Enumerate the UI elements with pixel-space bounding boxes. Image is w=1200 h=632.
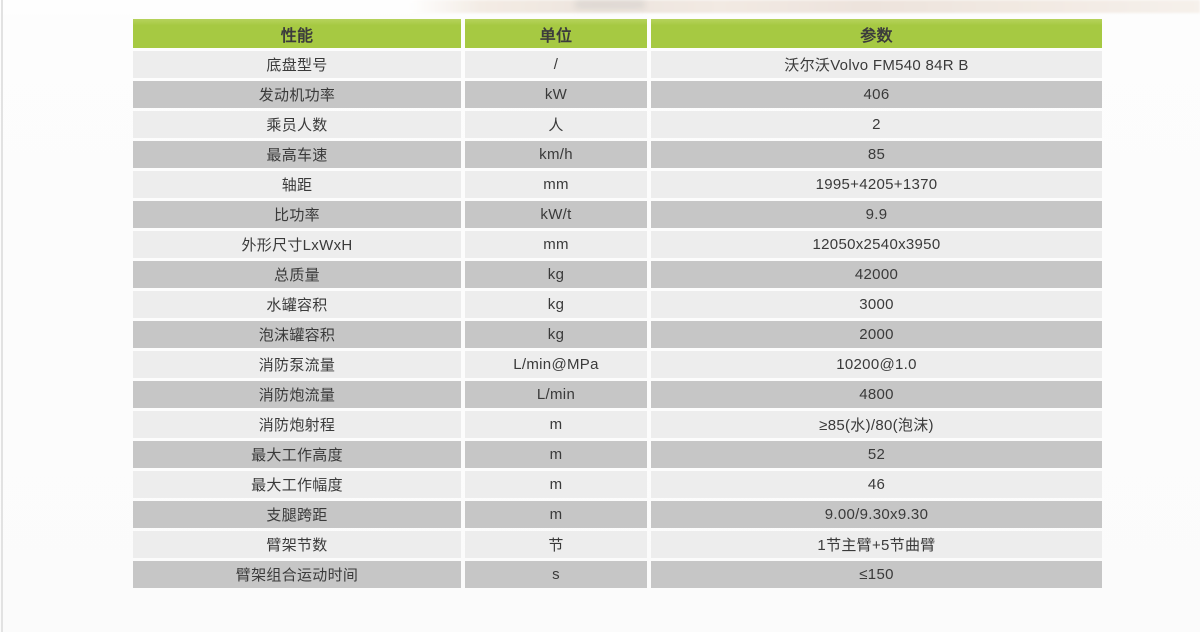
unit-cell: kg [465,291,647,318]
unit-cell: m [465,471,647,498]
specification-table: 性能 单位 参数底盘型号 / 沃尔沃Volvo FM540 84R B 发动机功率 kW 40… [133,19,1102,588]
unit-cell: kg [465,261,647,288]
value-cell: 1995+4205+1370 [651,171,1102,198]
value-cell: 9.9 [651,201,1102,228]
spec-name-cell: 乘员人数 [133,111,461,138]
spec-name-cell: 臂架组合运动时间 [133,561,461,588]
unit-cell: mm [465,231,647,258]
header-cell-parameter: 参数 [651,19,1102,48]
value-cell: 12050x2540x3950 [651,231,1102,258]
header-cell-unit: 单位 [465,19,647,48]
value-cell: 2 [651,111,1102,138]
spec-name-cell: 臂架节数 [133,531,461,558]
spec-name-cell: 最高车速 [133,141,461,168]
value-cell: 42000 [651,261,1102,288]
spec-name-cell: 支腿跨距 [133,501,461,528]
value-cell: 9.00/9.30x9.30 [651,501,1102,528]
spec-name-cell: 总质量 [133,261,461,288]
unit-cell: kg [465,321,647,348]
unit-cell: m [465,411,647,438]
value-cell: 85 [651,141,1102,168]
value-cell: 2000 [651,321,1102,348]
value-cell: 46 [651,471,1102,498]
value-cell: ≥85(水)/80(泡沫) [651,411,1102,438]
unit-cell: m [465,501,647,528]
spec-name-cell: 底盘型号 [133,51,461,78]
spec-name-cell: 最大工作幅度 [133,471,461,498]
unit-cell: km/h [465,141,647,168]
unit-cell: kW/t [465,201,647,228]
cropped-top-image-remnant [0,0,1200,13]
unit-cell: L/min@MPa [465,351,647,378]
value-cell: ≤150 [651,561,1102,588]
value-cell: 406 [651,81,1102,108]
spec-name-cell: 比功率 [133,201,461,228]
value-cell: 52 [651,441,1102,468]
spec-name-cell: 最大工作高度 [133,441,461,468]
spec-name-cell: 消防炮流量 [133,381,461,408]
spec-name-cell: 外形尺寸LxWxH [133,231,461,258]
unit-cell: / [465,51,647,78]
unit-cell: kW [465,81,647,108]
unit-cell: mm [465,171,647,198]
value-cell: 沃尔沃Volvo FM540 84R B [651,51,1102,78]
spec-name-cell: 水罐容积 [133,291,461,318]
spec-name-cell: 消防炮射程 [133,411,461,438]
value-cell: 4800 [651,381,1102,408]
spec-name-cell: 发动机功率 [133,81,461,108]
left-edge-divider [1,0,3,632]
value-cell: 10200@1.0 [651,351,1102,378]
unit-cell: 节 [465,531,647,558]
spec-name-cell: 消防泵流量 [133,351,461,378]
unit-cell: s [465,561,647,588]
spec-name-cell: 轴距 [133,171,461,198]
image-smudge [575,0,645,9]
unit-cell: m [465,441,647,468]
spec-name-cell: 泡沫罐容积 [133,321,461,348]
unit-cell: L/min [465,381,647,408]
value-cell: 3000 [651,291,1102,318]
header-cell-performance: 性能 [133,19,461,48]
unit-cell: 人 [465,111,647,138]
value-cell: 1节主臂+5节曲臂 [651,531,1102,558]
